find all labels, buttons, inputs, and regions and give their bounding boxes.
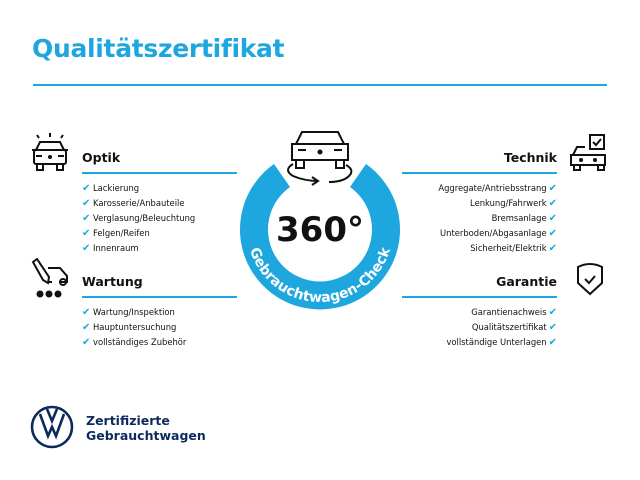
item-label: Verglasung/Beleuchtung [93,213,196,223]
list-item: vollständige Unterlagen ✔ [402,335,557,350]
item-label: Lackierung [93,183,140,193]
list-item: ✔ Hauptuntersuchung [82,320,237,335]
item-label: vollständige Unterlagen [446,337,547,347]
page-title: Qualitätszertifikat [32,34,285,63]
item-label: Innenraum [93,243,139,253]
title-divider [33,84,607,86]
badge-value: 360° [276,210,364,250]
check-icon: ✔ [82,243,91,254]
list-item: Unterboden/Abgasanlage ✔ [402,226,557,241]
list-item: Garantienachweis ✔ [402,305,557,320]
item-label: Garantienachweis [471,307,547,317]
brand-text: Zertifizierte Gebrauchtwagen [86,413,206,443]
service-tools-icon [31,258,68,298]
list-item: ✔ vollständiges Zubehör [82,335,237,350]
list-item: ✔ Felgen/Reifen [82,226,237,241]
check-icon: ✔ [82,307,91,318]
shield-check-icon [577,263,603,296]
check-icon: ✔ [548,307,557,318]
brand-line-1: Zertifizierte [86,413,170,428]
section-divider [82,172,237,174]
item-label: Qualitätszertifikat [471,322,547,332]
check-icon: ✔ [548,198,557,209]
check-icon: ✔ [82,228,91,239]
item-label: vollständiges Zubehör [93,337,187,347]
360-check-badge: 360° Gebrauchtwagen-Check [240,131,400,310]
check-icon: ✔ [548,183,557,194]
car-checkbox-icon [570,134,606,171]
car-rotate-icon [287,131,353,186]
badge-ring [240,164,400,310]
section-divider [402,296,557,298]
check-icon: ✔ [82,198,91,209]
section-optik: Optik ✔ Lackierung ✔ Karosserie/Anbauteile… [82,149,237,256]
section-heading: Optik [82,150,121,165]
section-divider [82,296,237,298]
vw-logo-icon [30,405,74,449]
section-wartung: Wartung ✔ Wartung/Inspektion ✔ Hauptunters… [82,273,237,350]
section-heading: Technik [503,150,557,165]
item-label: Lenkung/Fahrwerk [470,198,547,208]
check-icon: ✔ [548,228,557,239]
check-icon: ✔ [548,243,557,254]
section-heading: Wartung [82,274,143,289]
item-label: Aggregate/Antriebsstrang [438,183,547,193]
section-technik: Technik Aggregate/Antriebsstrang ✔ Lenkun… [402,149,557,256]
list-item: Aggregate/Antriebsstrang ✔ [402,181,557,196]
list-item: Bremsanlage ✔ [402,211,557,226]
item-label: Hauptuntersuchung [93,322,177,332]
section-divider [402,172,557,174]
list-item: ✔ Wartung/Inspektion [82,305,237,320]
check-icon: ✔ [548,213,557,224]
item-label: Unterboden/Abgasanlage [440,228,547,238]
item-label: Karosserie/Anbauteile [93,198,185,208]
item-label: Wartung/Inspektion [93,307,175,317]
item-label: Bremsanlage [491,213,547,223]
list-item: Lenkung/Fahrwerk ✔ [402,196,557,211]
section-heading: Garantie [496,274,557,289]
list-item: Sicherheit/Elektrik ✔ [402,241,557,256]
list-item: Qualitätszertifikat ✔ [402,320,557,335]
list-item: ✔ Innenraum [82,241,237,256]
item-label: Felgen/Reifen [93,228,150,238]
check-icon: ✔ [548,322,557,333]
item-label: Sicherheit/Elektrik [470,243,547,253]
list-item: ✔ Lackierung [82,181,237,196]
section-garantie: Garantie Garantienachweis ✔ Qualitätszert… [402,273,557,350]
list-item: ✔ Verglasung/Beleuchtung [82,211,237,226]
check-icon: ✔ [82,337,91,348]
check-icon: ✔ [548,337,557,348]
check-icon: ✔ [82,213,91,224]
brand-line-2: Gebrauchtwagen [86,428,206,443]
car-lights-icon [32,133,68,171]
list-item: ✔ Karosserie/Anbauteile [82,196,237,211]
check-icon: ✔ [82,322,91,333]
check-icon: ✔ [82,183,91,194]
